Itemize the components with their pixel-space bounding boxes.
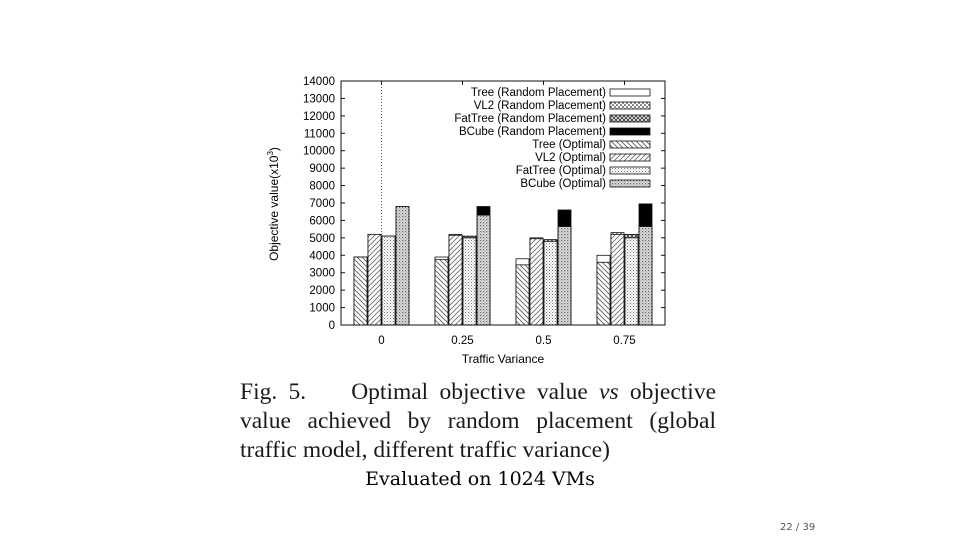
y-axis-label-close: ) xyxy=(267,147,281,151)
legend-swatch xyxy=(609,88,651,97)
y-axis-label: Objective value(x103) xyxy=(266,147,281,261)
legend-swatch xyxy=(609,127,651,136)
x-tick-label: 0.75 xyxy=(613,335,635,347)
figure-caption: Fig. 5. Optimal objective value vs objec… xyxy=(240,378,716,465)
legend: Tree (Random Placement)VL2 (Random Place… xyxy=(454,87,651,190)
y-tick-label: 5000 xyxy=(309,233,335,245)
bars-layer xyxy=(353,203,653,326)
caption-text-2: objective value achieved by random place… xyxy=(240,379,717,463)
legend-swatch xyxy=(609,140,651,149)
bar-vl2-optimal--3 xyxy=(610,233,625,326)
y-tick-label: 1000 xyxy=(309,303,335,315)
caption-text-1: Optimal objective value xyxy=(351,379,588,405)
slide-subtitle: Evaluated on 1024 VMs xyxy=(365,468,595,490)
bar-bcube-optimal--3 xyxy=(638,226,653,326)
bar-tree-optimal--0 xyxy=(353,256,368,326)
bar-tree-optimal--1 xyxy=(434,259,449,326)
caption-vs: vs xyxy=(599,379,619,405)
bar-bcube-optimal--0 xyxy=(395,206,410,326)
x-tick-label: 0.25 xyxy=(451,335,473,347)
y-tick-label: 3000 xyxy=(309,268,335,280)
y-axis-label-text: Objective value(x10 xyxy=(267,155,281,261)
y-tick-label: 11000 xyxy=(304,128,335,140)
legend-label: FatTree (Random Placement) xyxy=(454,113,606,125)
legend-label: VL2 (Random Placement) xyxy=(474,100,606,112)
y-tick-label: 0 xyxy=(329,320,335,332)
legend-label: Tree (Random Placement) xyxy=(471,87,606,99)
y-tick-label: 12000 xyxy=(303,111,335,123)
bar-tree-optimal--3 xyxy=(596,261,611,326)
bar-vl2-optimal--0 xyxy=(367,233,382,326)
y-tick-label: 7000 xyxy=(309,198,335,210)
bar-fattree-optimal--0 xyxy=(381,235,396,326)
bar-vl2-optimal--2 xyxy=(529,238,544,326)
legend-swatch xyxy=(609,166,651,175)
bar-fattree-optimal--2 xyxy=(543,240,558,326)
x-tick-label: 0 xyxy=(378,335,384,347)
legend-label: Tree (Optimal) xyxy=(532,139,606,151)
chart: 0 1000 2000 3000 4000 5000 6000 7000 8000 9000 100… xyxy=(266,76,666,366)
y-axis-label-exponent: 3 xyxy=(266,151,275,156)
legend-swatch xyxy=(609,153,651,162)
legend-label: FatTree (Optimal) xyxy=(516,165,606,177)
legend-swatch xyxy=(609,179,651,188)
y-tick-label: 9000 xyxy=(309,163,335,175)
y-tick-label: 14000 xyxy=(303,76,335,88)
y-tick-label: 13000 xyxy=(303,93,335,105)
legend-swatch xyxy=(609,101,651,110)
axes-layer: 0 1000 2000 3000 4000 5000 6000 7000 8000 9000 100… xyxy=(303,76,666,347)
y-tick-label: 4000 xyxy=(309,250,335,262)
legend-label: BCube (Random Placement) xyxy=(459,126,606,138)
legend-swatch xyxy=(609,114,651,123)
bar-tree-optimal--2 xyxy=(515,264,530,326)
bar-bcube-optimal--1 xyxy=(476,214,491,326)
x-tick-label: 0.5 xyxy=(536,335,552,347)
bar-fattree-optimal--3 xyxy=(624,237,639,326)
bar-bcube-optimal--2 xyxy=(557,226,572,326)
y-tick-label: 10000 xyxy=(303,146,335,158)
bar-vl2-optimal--1 xyxy=(448,234,463,326)
legend-label: BCube (Optimal) xyxy=(520,178,606,190)
y-tick-label: 2000 xyxy=(309,285,335,297)
page-number: 22 / 39 xyxy=(780,522,816,533)
figure-label: Fig. 5. xyxy=(240,379,307,405)
bar-fattree-optimal--1 xyxy=(462,237,477,326)
x-axis-label: Traffic Variance xyxy=(462,352,545,366)
y-tick-label: 8000 xyxy=(309,181,335,193)
y-tick-label: 6000 xyxy=(309,215,335,227)
legend-label: VL2 (Optimal) xyxy=(535,152,606,164)
